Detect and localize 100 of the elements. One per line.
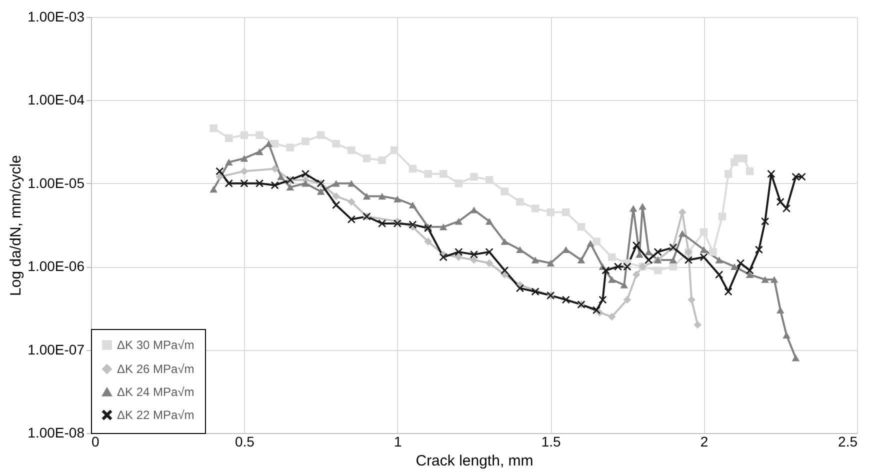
point [632, 241, 640, 250]
point [216, 167, 224, 176]
legend-label: ΔK 22 MPa√m [117, 408, 194, 422]
point [516, 284, 524, 292]
point [586, 240, 594, 247]
point [746, 266, 754, 274]
point [500, 238, 509, 245]
point [424, 170, 432, 178]
point [688, 296, 696, 304]
point [408, 220, 417, 228]
point [225, 158, 233, 166]
point [562, 208, 570, 216]
point [216, 172, 224, 181]
point [644, 256, 653, 264]
point [302, 170, 310, 178]
legend-label: ΔK 30 MPa√m [117, 338, 194, 352]
point [718, 212, 726, 220]
point [592, 238, 600, 246]
point [669, 256, 678, 264]
point [454, 248, 463, 256]
point [408, 164, 417, 173]
point [761, 276, 769, 283]
point [270, 164, 279, 173]
point [470, 250, 478, 258]
point [470, 206, 478, 214]
y-tick-label: 1.00E-03 [28, 8, 85, 24]
legend-label: ΔK 24 MPa√m [117, 385, 194, 399]
point [531, 256, 540, 264]
x-tick-label: 2 [700, 434, 708, 450]
point [632, 270, 640, 279]
point [531, 204, 540, 212]
point [654, 266, 662, 274]
point [348, 146, 356, 154]
point [240, 180, 248, 188]
point [638, 202, 646, 210]
point [776, 198, 784, 206]
point [694, 320, 702, 329]
point [439, 224, 448, 230]
point [470, 172, 478, 181]
y-tick-label: 1.00E-05 [28, 174, 85, 191]
point [302, 180, 310, 187]
point [210, 186, 218, 193]
point [470, 256, 478, 264]
y-tick-label: 1.00E-08 [28, 424, 85, 440]
point [782, 204, 790, 212]
y-tick-label: 1.00E-07 [28, 341, 85, 358]
point [394, 220, 402, 228]
point [761, 217, 769, 226]
point [608, 312, 616, 321]
x-axis-title: Crack length, mm [416, 452, 534, 470]
point [286, 144, 294, 152]
point [746, 167, 754, 176]
x-tick-label: 0.5 [234, 434, 255, 450]
point [715, 270, 723, 279]
point [362, 154, 371, 162]
point [394, 196, 402, 202]
point [562, 246, 570, 253]
point [629, 205, 638, 212]
point [362, 192, 371, 200]
point [302, 138, 310, 146]
point [332, 192, 340, 200]
x-tick-label: 2.5 [838, 434, 858, 450]
point [378, 156, 386, 164]
point [332, 140, 340, 148]
x-tick-label: 1 [394, 434, 402, 450]
point [798, 172, 806, 181]
point [270, 140, 279, 148]
point [256, 131, 264, 140]
y-axis-title: Log da/dN, mm/cycle [8, 155, 25, 296]
point [516, 246, 524, 253]
point [439, 170, 448, 178]
point [240, 167, 248, 176]
point [608, 253, 616, 261]
point [608, 276, 616, 283]
point [577, 223, 586, 231]
point [724, 288, 732, 296]
point [348, 198, 356, 206]
point [577, 256, 586, 264]
point [270, 181, 279, 190]
point [485, 176, 494, 184]
point [623, 262, 632, 270]
point [546, 208, 554, 216]
point [531, 288, 540, 296]
point [500, 188, 509, 196]
point [316, 188, 325, 195]
legend-label: ΔK 26 MPa√m [117, 362, 194, 376]
point [277, 173, 285, 180]
point [500, 266, 509, 274]
point [485, 218, 494, 225]
point [210, 124, 218, 132]
point [454, 253, 463, 261]
point [740, 154, 748, 162]
point [516, 198, 524, 206]
point [730, 263, 738, 270]
y-tick-label: 1.00E-06 [28, 258, 85, 274]
point [700, 246, 708, 253]
point [598, 296, 607, 304]
point [724, 170, 732, 178]
point [225, 134, 233, 142]
point [755, 246, 763, 254]
